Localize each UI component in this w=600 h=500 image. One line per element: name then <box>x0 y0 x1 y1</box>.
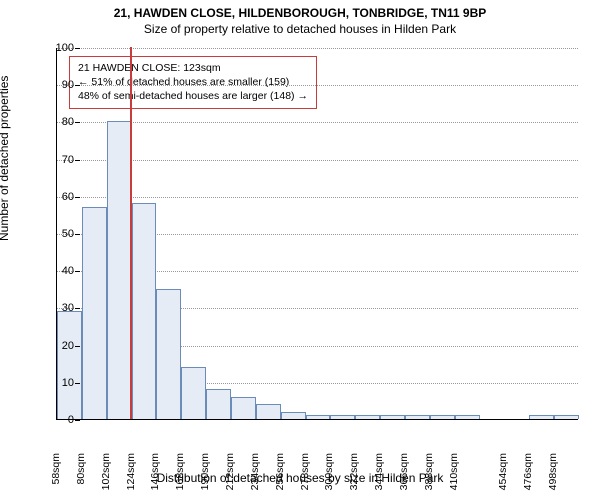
x-tick-label: 80sqm <box>75 453 87 499</box>
y-tick-label: 90 <box>46 79 74 91</box>
histogram-bar <box>156 289 181 419</box>
histogram-bar <box>380 415 405 419</box>
histogram-bar <box>554 415 579 419</box>
info-line-3: 48% of semi-detached houses are larger (… <box>78 89 308 103</box>
x-tick-label: 300sqm <box>323 453 335 499</box>
x-tick-label: 344sqm <box>373 453 385 499</box>
x-tick-label: 190sqm <box>199 453 211 499</box>
histogram-bar <box>430 415 455 419</box>
x-tick-label: 366sqm <box>398 453 410 499</box>
x-tick-label: 476sqm <box>522 453 534 499</box>
y-tick-label: 70 <box>46 154 74 166</box>
marker-info-box: 21 HAWDEN CLOSE: 123sqm ← 51% of detache… <box>69 56 317 109</box>
x-tick-label: 212sqm <box>224 453 236 499</box>
x-tick-label: 498sqm <box>547 453 559 499</box>
histogram-bar <box>529 415 554 419</box>
y-tick-label: 0 <box>46 414 74 426</box>
gridline <box>57 85 578 86</box>
x-tick-label: 102sqm <box>100 453 112 499</box>
histogram-bar <box>405 415 430 419</box>
histogram-bar <box>181 367 206 419</box>
y-tick-label: 100 <box>46 42 74 54</box>
x-tick-label: 58sqm <box>50 453 62 499</box>
info-line-1: 21 HAWDEN CLOSE: 123sqm <box>78 61 308 75</box>
x-tick-label: 256sqm <box>274 453 286 499</box>
y-tick-label: 50 <box>46 228 74 240</box>
x-tick-label: 454sqm <box>497 453 509 499</box>
chart-plot-area: 21 HAWDEN CLOSE: 123sqm ← 51% of detache… <box>56 48 578 420</box>
gridline <box>57 48 578 49</box>
histogram-bar <box>57 311 82 419</box>
x-tick-label: 168sqm <box>174 453 186 499</box>
gridline <box>57 197 578 198</box>
y-tick-label: 40 <box>46 265 74 277</box>
x-tick-label: 146sqm <box>149 453 161 499</box>
gridline <box>57 160 578 161</box>
gridline <box>57 122 578 123</box>
y-tick-label: 80 <box>46 116 74 128</box>
y-axis-label: Number of detached properties <box>0 76 11 241</box>
x-tick-label: 388sqm <box>423 453 435 499</box>
x-tick-label: 410sqm <box>448 453 460 499</box>
x-tick-label: 278sqm <box>299 453 311 499</box>
x-tick-label: 322sqm <box>348 453 360 499</box>
histogram-bar <box>132 203 157 419</box>
info-line-2: ← 51% of detached houses are smaller (15… <box>78 75 308 89</box>
chart-title-main: 21, HAWDEN CLOSE, HILDENBOROUGH, TONBRID… <box>0 0 600 20</box>
histogram-bar <box>256 404 281 419</box>
y-tick-label: 10 <box>46 377 74 389</box>
histogram-bar <box>107 121 132 419</box>
histogram-bar <box>206 389 231 419</box>
y-tick-label: 30 <box>46 302 74 314</box>
x-tick-label: 124sqm <box>125 453 137 499</box>
histogram-bar <box>231 397 256 419</box>
x-tick-label: 234sqm <box>249 453 261 499</box>
chart-title-sub: Size of property relative to detached ho… <box>0 20 600 36</box>
histogram-bar <box>82 207 107 419</box>
y-tick-label: 20 <box>46 340 74 352</box>
histogram-bar <box>355 415 380 419</box>
marker-line <box>130 47 132 419</box>
histogram-bar <box>306 415 331 419</box>
histogram-bar <box>330 415 355 419</box>
histogram-bar <box>455 415 480 419</box>
y-tick-label: 60 <box>46 191 74 203</box>
histogram-bar <box>281 412 306 419</box>
